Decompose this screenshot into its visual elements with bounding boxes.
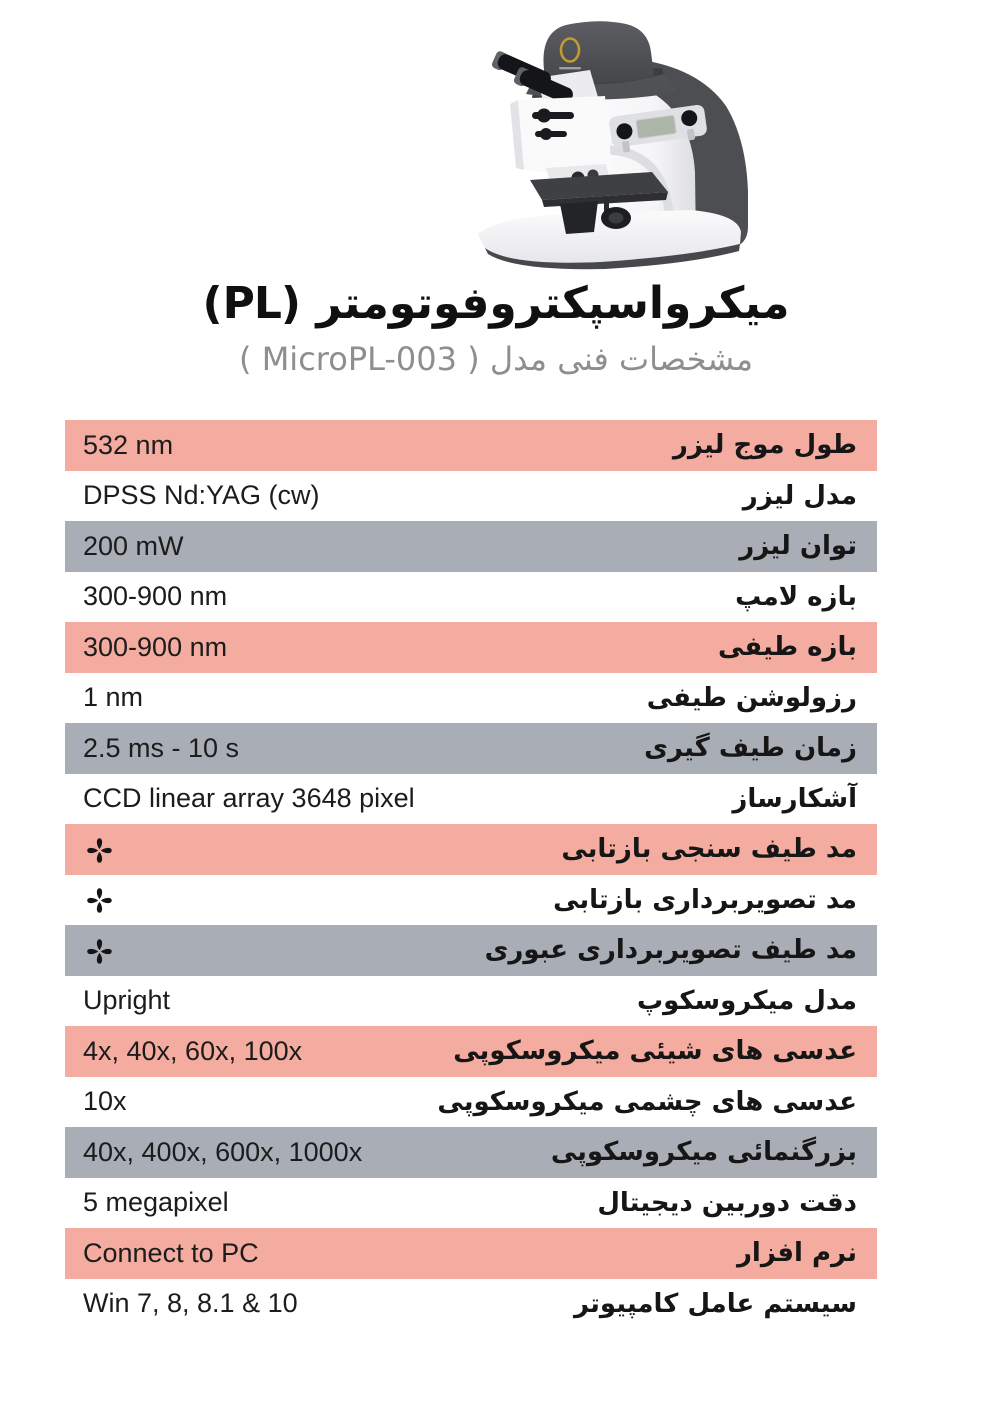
four-petal-asterisk-icon — [87, 938, 112, 964]
microscope-stage — [530, 172, 668, 200]
spec-label: عدسی های شیئی میکروسکوپی — [453, 1036, 857, 1067]
focus-body-shade — [510, 100, 524, 170]
table-row: 532 nm طول موج لیزر — [65, 420, 877, 471]
spec-label: بازه طیفی — [717, 632, 857, 663]
table-row: 5 megapixel دقت دوربین دیجیتال — [65, 1178, 877, 1229]
page-title: میکرواسپکتروفوتومتر (PL) — [202, 278, 790, 329]
spec-value: 2.5 ms - 10 s — [83, 732, 240, 763]
spec-label: زمان طیف گیری — [644, 733, 857, 764]
spec-value: Win 7, 8, 8.1 & 10 — [83, 1288, 298, 1319]
spec-label: مدل لیزر — [742, 480, 857, 511]
page-subtitle: مشخصات فنی مدل ( MicroPL-003 ) — [239, 340, 753, 378]
spec-label: مدل میکروسکوپ — [636, 985, 857, 1016]
spec-label: طول موج لیزر — [672, 430, 857, 461]
four-petal-asterisk-icon — [87, 888, 112, 914]
spec-label: بازه لامپ — [735, 581, 857, 612]
spec-value: 10x — [83, 1086, 127, 1117]
table-row: 4x, 40x, 60x, 100x عدسی های شیئی میکروسکو… — [65, 1026, 877, 1077]
spec-value: 40x, 400x, 600x, 1000x — [83, 1136, 363, 1167]
table-row: 200 mW توان لیزر — [65, 521, 877, 572]
spec-label: آشکارساز — [732, 783, 857, 814]
mode-marker-cell — [65, 933, 116, 968]
mode-marker-cell — [65, 832, 116, 867]
spec-label: مد تصویربرداری بازتابی — [553, 884, 857, 915]
spec-label: نرم افزار — [736, 1238, 857, 1269]
spec-label: رزولوشن طیفی — [646, 682, 857, 713]
table-row: 300-900 nm بازه طیفی — [65, 622, 877, 673]
spec-value: 1 nm — [83, 682, 144, 713]
adjustment-knob-icon — [537, 108, 551, 123]
logo-ring-icon — [559, 37, 581, 63]
condenser — [560, 201, 598, 234]
mode-marker-cell — [65, 882, 116, 917]
table-row: 300-900 nm بازه لامپ — [65, 572, 877, 623]
table-row: Win 7, 8, 8.1 & 10 سیستم عامل کامپیوتر — [65, 1279, 877, 1330]
spec-label: مد طیف تصویربرداری عبوری — [484, 935, 857, 966]
spec-value: DPSS Nd:YAG (cw) — [83, 480, 320, 511]
spec-value: 532 nm — [83, 429, 174, 460]
spec-value: Upright — [83, 985, 171, 1016]
spec-table: 532 nm طول موج لیزر DPSS Nd:YAG (cw) مدل لی… — [65, 420, 877, 1329]
spec-value: Connect to PC — [83, 1237, 259, 1268]
spec-value: CCD linear array 3648 pixel — [83, 783, 415, 814]
table-row: DPSS Nd:YAG (cw) مدل لیزر — [65, 471, 877, 522]
adjustment-knob-icon — [540, 128, 552, 140]
spec-value: 300-900 nm — [83, 631, 228, 662]
table-row: 10x عدسی های چشمی میکروسکوپی — [65, 1077, 877, 1128]
spec-value: 4x, 40x, 60x, 100x — [83, 1035, 303, 1066]
table-row: 2.5 ms - 10 s زمان طیف گیری — [65, 723, 877, 774]
microscope-image — [478, 21, 748, 270]
spec-value: 300-900 nm — [83, 581, 228, 612]
table-row: Upright مدل میکروسکوپ — [65, 976, 877, 1027]
display-panel — [609, 104, 707, 153]
four-petal-asterisk-icon — [87, 837, 112, 863]
table-row: 1 nm رزولوشن طیفی — [65, 673, 877, 724]
microscope-base — [478, 210, 741, 263]
table-row: 40x, 400x, 600x, 1000x بزرگنمائی میکروسکو… — [65, 1127, 877, 1178]
logo-text — [559, 67, 581, 70]
table-row: مد تصویربرداری بازتابی — [65, 875, 877, 926]
spec-value: 200 mW — [83, 530, 184, 561]
spec-label: بزرگنمائی میکروسکوپی — [550, 1137, 857, 1168]
arm-groove — [607, 145, 674, 246]
table-row: مد طیف تصویربرداری عبوری — [65, 925, 877, 976]
spec-label: مد طیف سنجی بازتابی — [561, 834, 857, 865]
spec-label: توان لیزر — [739, 531, 857, 562]
table-row: Connect to PC نرم افزار — [65, 1228, 877, 1279]
table-row: مد طیف سنجی بازتابی — [65, 824, 877, 875]
spec-value: 5 megapixel — [83, 1187, 229, 1218]
spec-label: عدسی های چشمی میکروسکوپی — [437, 1086, 857, 1117]
focus-knob-icon — [608, 212, 624, 224]
table-row: CCD linear array 3648 pixel آشکارساز — [65, 774, 877, 825]
spec-label: دقت دوربین دیجیتال — [597, 1187, 857, 1218]
spec-label: سیستم عامل کامپیوتر — [573, 1288, 857, 1319]
microscope-back-arm — [613, 58, 748, 252]
microscope-base-rim — [485, 244, 740, 270]
eyepiece-icon — [491, 51, 573, 104]
